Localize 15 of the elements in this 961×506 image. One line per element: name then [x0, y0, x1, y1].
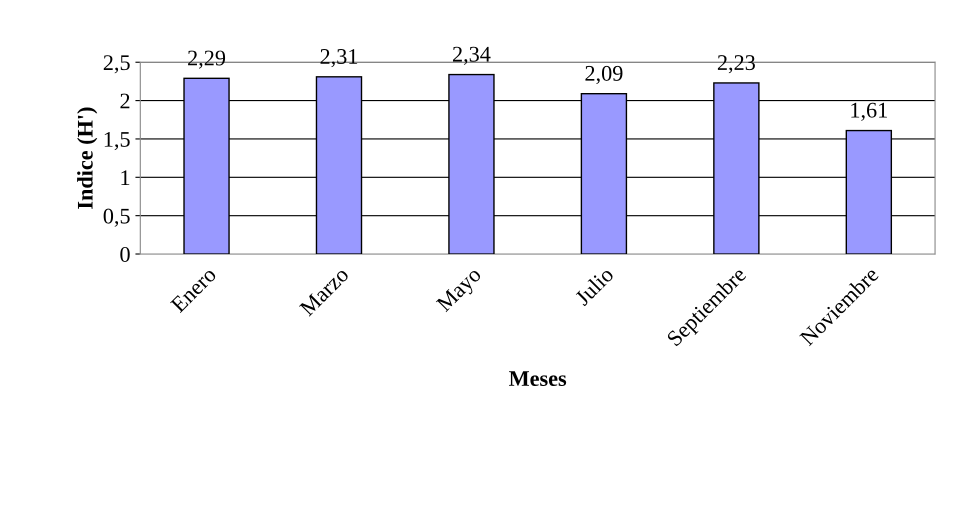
data-label: 2,34: [452, 46, 491, 65]
x-axis-title: Meses: [509, 371, 566, 386]
y-tick-label: 1: [121, 170, 130, 186]
data-label: 2,29: [188, 50, 226, 69]
data-label: 1,61: [851, 102, 887, 121]
data-label: 2,23: [718, 55, 755, 74]
data-label: 2,31: [320, 49, 358, 68]
y-axis-title: Indice (H'): [77, 108, 98, 209]
data-label: 2,09: [585, 66, 622, 84]
x-tick-label: Julio: [574, 266, 614, 306]
y-tick-label: 0,5: [104, 208, 130, 227]
y-tick-label: 2: [120, 94, 130, 108]
y-tick-label: 0: [120, 246, 130, 262]
y-tick-label: 1,5: [104, 132, 130, 150]
y-tick-label: 2,5: [104, 55, 130, 74]
